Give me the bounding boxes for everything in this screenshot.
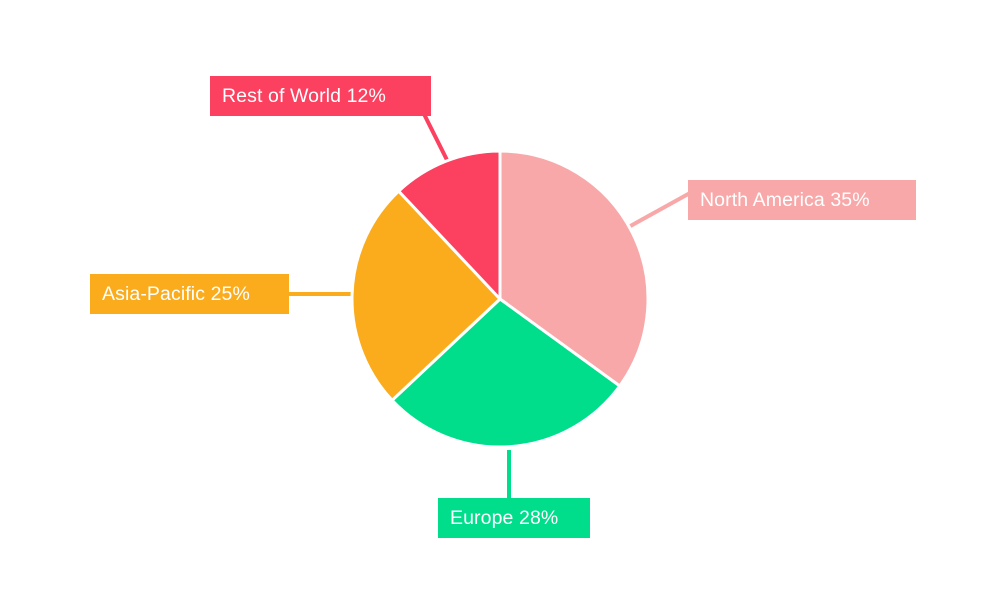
pie-label-text-north-america: North America 35% [700,189,870,211]
leader-line-north-america [624,191,691,231]
pie-label-text-europe: Europe 28% [450,507,559,529]
pie-label-asia-pacific[interactable]: Asia-Pacific 25% [90,274,289,314]
pie-label-rest-of-world[interactable]: Rest of World 12% [210,76,431,116]
pie-slices [350,149,650,449]
pie-label-north-america[interactable]: North America 35% [688,180,916,220]
pie-label-europe[interactable]: Europe 28% [438,498,590,538]
leader-line-rest-of-world [422,113,450,163]
pie-slice-asia-pacific[interactable] [350,189,502,402]
pie-label-text-asia-pacific: Asia-Pacific 25% [102,283,250,305]
pie-slice-europe[interactable] [390,297,622,449]
pie-slice-rest-of-world[interactable] [397,149,502,301]
leader-lines [288,113,691,500]
pie-label-text-rest-of-world: Rest of World 12% [222,85,386,107]
pie-slice-north-america[interactable] [498,149,650,388]
